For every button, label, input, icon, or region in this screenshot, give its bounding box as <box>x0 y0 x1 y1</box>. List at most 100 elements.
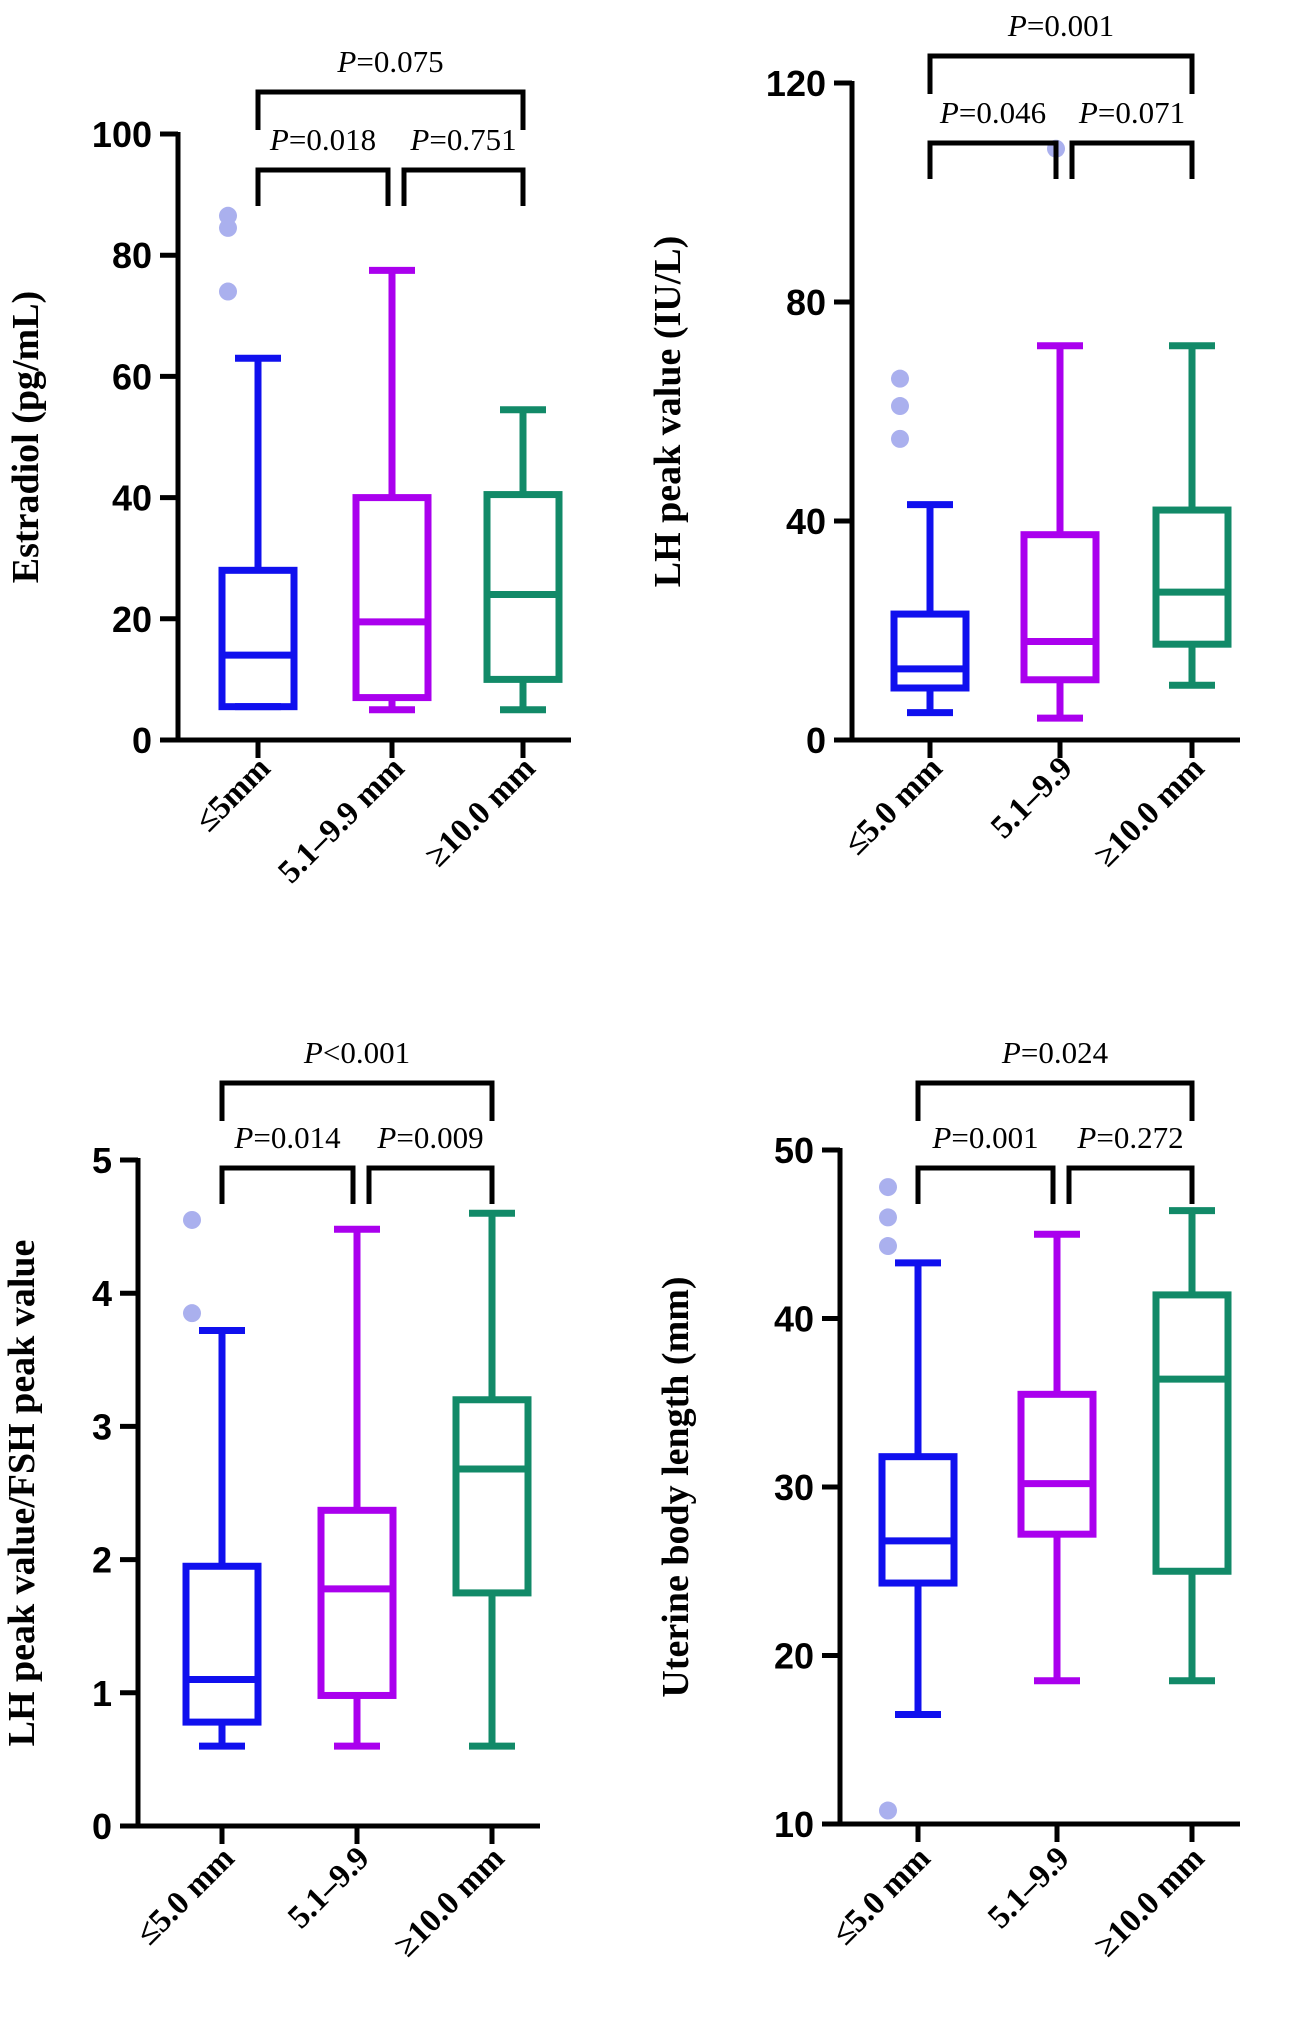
p-symbol: P <box>1007 8 1027 43</box>
box-group <box>317 1225 397 1750</box>
significance-bracket: P=0.071 <box>1069 95 1195 179</box>
box-group <box>878 1178 958 1820</box>
x-category-label: 5.1–9.9 <box>281 1840 376 1935</box>
bracket-line <box>915 1165 1056 1204</box>
box-group <box>1152 342 1232 689</box>
p-value-label: P=0.046 <box>939 95 1046 130</box>
y-tick-label: 0 <box>806 720 826 761</box>
panel-bottom-right: 10 20 30 40 50 ≤5.0 mm 5.1–9.9 ≥10.0 mm Uterine … <box>655 1035 1240 1964</box>
p-value-label: P=0.001 <box>931 1120 1038 1155</box>
bracket-line <box>366 1165 495 1204</box>
x-category-label: ≤5.0 mm <box>130 1840 242 1952</box>
significance-bracket: P=0.009 <box>366 1120 495 1204</box>
outlier-point <box>219 282 237 301</box>
x-category-label: ≥10.0 mm <box>1088 750 1212 874</box>
y-tick-label: 80 <box>112 235 152 276</box>
p-value-label: P=0.001 <box>1007 8 1114 43</box>
p-value-label: P<0.001 <box>303 1035 410 1070</box>
iqr-box <box>182 1562 262 1726</box>
y-tick-label: 40 <box>786 501 826 542</box>
p-symbol: P <box>376 1120 396 1155</box>
bracket-line <box>219 1080 495 1121</box>
significance-bracket: P=0.046 <box>927 95 1059 179</box>
y-tick-label: 2 <box>92 1540 112 1581</box>
bracket-line <box>219 1165 356 1204</box>
significance-bracket: P=0.001 <box>927 8 1195 94</box>
box-group <box>352 266 432 714</box>
p-symbol: P <box>269 122 289 157</box>
p-symbol: P <box>1076 1120 1096 1155</box>
y-axis-title: LH peak value/FSH peak value <box>1 1240 43 1747</box>
outlier-point <box>219 218 237 237</box>
iqr-box <box>452 1396 532 1597</box>
significance-bracket: P=0.018 <box>255 122 391 206</box>
p-value: =0.024 <box>1021 1035 1109 1070</box>
y-tick-label: 20 <box>774 1636 814 1677</box>
outlier-point <box>879 1178 897 1197</box>
p-value: =0.071 <box>1098 95 1185 130</box>
iqr-box <box>890 610 970 692</box>
box-group <box>218 206 298 711</box>
bracket-line <box>1069 140 1195 179</box>
p-value: =0.001 <box>1027 8 1114 43</box>
p-symbol: P <box>233 1120 253 1155</box>
significance-bracket: P=0.024 <box>915 1035 1195 1121</box>
outlier-point <box>183 1210 201 1229</box>
outlier-point <box>183 1304 201 1323</box>
iqr-box <box>1152 506 1232 648</box>
outlier-point <box>891 429 909 448</box>
outlier-point <box>891 369 909 388</box>
box-group <box>452 1209 532 1750</box>
x-category-label: ≤5.0 mm <box>838 750 950 862</box>
x-category-label: ≥10.0 mm <box>419 750 543 874</box>
y-tick-label: 20 <box>112 599 152 640</box>
p-value: =0.018 <box>289 122 376 157</box>
iqr-box <box>218 566 298 711</box>
p-value-label: P=0.024 <box>1001 1035 1109 1070</box>
p-symbol: P <box>409 122 429 157</box>
box-group <box>1152 1207 1232 1685</box>
p-value: <0.001 <box>323 1035 410 1070</box>
outlier-point <box>879 1237 897 1256</box>
significance-bracket: P<0.001 <box>219 1035 495 1121</box>
p-value-label: P=0.751 <box>409 122 516 157</box>
box-group <box>182 1210 262 1750</box>
p-symbol: P <box>336 44 356 79</box>
significance-bracket: P=0.075 <box>255 44 526 130</box>
p-symbol: P <box>303 1035 323 1070</box>
iqr-box <box>352 494 432 702</box>
p-symbol: P <box>931 1120 951 1155</box>
p-value-label: P=0.075 <box>336 44 443 79</box>
bracket-line <box>255 167 391 206</box>
x-category-label: ≤5mm <box>189 750 278 839</box>
y-tick-label: 100 <box>92 114 152 155</box>
p-value: =0.014 <box>253 1120 341 1155</box>
bracket-line <box>927 53 1195 94</box>
p-value: =0.272 <box>1096 1120 1183 1155</box>
y-tick-label: 60 <box>112 356 152 397</box>
p-value-label: P=0.014 <box>233 1120 341 1155</box>
p-value: =0.009 <box>396 1120 483 1155</box>
p-value: =0.751 <box>429 122 516 157</box>
y-tick-label: 40 <box>774 1299 814 1340</box>
bracket-line <box>915 1080 1195 1121</box>
y-tick-label: 0 <box>92 1806 112 1847</box>
iqr-box <box>878 1453 958 1587</box>
iqr-box <box>1152 1291 1232 1575</box>
x-category-label: 5.1–9.9 <box>984 750 1079 845</box>
significance-bracket: P=0.272 <box>1066 1120 1195 1204</box>
box-group <box>483 406 563 714</box>
iqr-box <box>1017 1390 1097 1538</box>
y-axis-title: Uterine body length (mm) <box>655 1276 697 1697</box>
x-category-label: ≤5.0 mm <box>826 1840 938 1952</box>
y-tick-label: 80 <box>786 282 826 323</box>
p-value: =0.075 <box>356 44 443 79</box>
y-tick-label: 30 <box>774 1467 814 1508</box>
p-symbol: P <box>939 95 959 130</box>
y-tick-label: 1 <box>92 1673 112 1714</box>
iqr-box <box>1020 531 1100 684</box>
iqr-box <box>317 1506 397 1699</box>
p-value: =0.046 <box>959 95 1046 130</box>
box-group <box>1020 139 1100 722</box>
